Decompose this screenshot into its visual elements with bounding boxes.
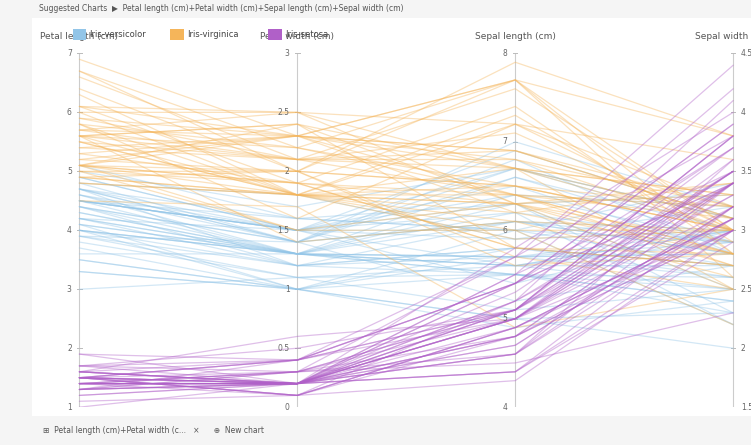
Text: 8: 8 [503,49,508,58]
Text: 3: 3 [67,285,72,294]
Text: 0: 0 [285,403,290,412]
Text: 7: 7 [502,138,508,146]
Text: 1.5: 1.5 [278,226,290,235]
Text: Petal length (cm): Petal length (cm) [41,32,119,41]
Text: Petal width (cm): Petal width (cm) [261,32,334,41]
Text: 1: 1 [285,285,290,294]
Text: 6: 6 [502,226,508,235]
Text: ⊞  Petal length (cm)+Petal width (c...   ×      ⊕  New chart: ⊞ Petal length (cm)+Petal width (c... × … [43,426,264,435]
Text: 6: 6 [67,108,72,117]
Text: 4.5: 4.5 [740,49,751,58]
Text: Suggested Charts  ▶  Petal length (cm)+Petal width (cm)+Sepal length (cm)+Sepal : Suggested Charts ▶ Petal length (cm)+Pet… [39,4,403,13]
Text: 2: 2 [67,344,72,353]
Text: 4: 4 [67,226,72,235]
Text: Iris-versicolor: Iris-versicolor [89,30,146,39]
Text: 2.5: 2.5 [278,108,290,117]
Text: 3.5: 3.5 [740,167,751,176]
Text: Sepal length (cm): Sepal length (cm) [475,32,556,41]
Text: 4: 4 [740,108,746,117]
Text: Iris-virginica: Iris-virginica [187,30,239,39]
Text: 2.5: 2.5 [740,285,751,294]
Text: 2: 2 [285,167,290,176]
Text: 7: 7 [67,49,72,58]
Text: 1.5: 1.5 [740,403,751,412]
Text: 3: 3 [285,49,290,58]
Text: Sepal width (cm): Sepal width (cm) [695,32,751,41]
Text: Iris-setosa: Iris-setosa [285,30,328,39]
Text: 4: 4 [502,403,508,412]
Text: 2: 2 [740,344,746,353]
Text: 1: 1 [67,403,72,412]
Text: 0.5: 0.5 [278,344,290,353]
Text: 5: 5 [67,167,72,176]
Text: 5: 5 [502,314,508,323]
Text: 3: 3 [740,226,746,235]
